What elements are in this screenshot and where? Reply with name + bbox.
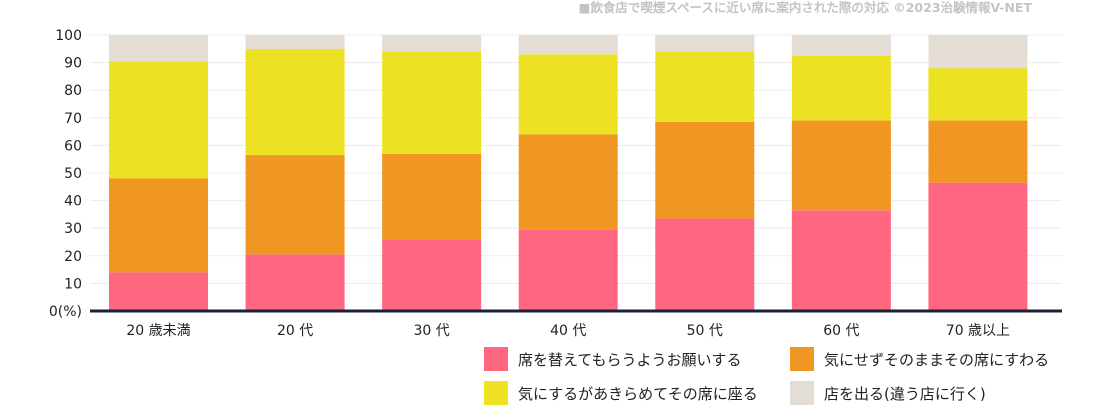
bar-segment bbox=[518, 134, 618, 230]
bar-segment bbox=[245, 35, 345, 49]
y-tick-label: 80 bbox=[64, 83, 82, 99]
bar-segment bbox=[109, 178, 208, 273]
bar-segment bbox=[791, 55, 891, 121]
bar-segment bbox=[109, 272, 208, 311]
bar-segment bbox=[655, 218, 755, 311]
bar-segment bbox=[518, 229, 618, 311]
bar-segment bbox=[928, 120, 1028, 183]
legend-item-change-seat: 席を替えてもらうようお願いする bbox=[484, 346, 742, 372]
y-axis-tick-labels: 0(%) 10 20 30 40 50 60 70 80 90 100 bbox=[49, 28, 82, 320]
y-tick-label: 30 bbox=[64, 221, 82, 237]
legend-swatch bbox=[484, 347, 508, 371]
bar-segment bbox=[928, 68, 1028, 121]
legend-label: 席を替えてもらうようお願いする bbox=[518, 350, 742, 369]
y-tick-label: 70 bbox=[64, 111, 82, 127]
bar-segment bbox=[382, 51, 482, 154]
bar-segment bbox=[655, 121, 755, 219]
y-tick-label: 50 bbox=[64, 166, 82, 182]
bar-series bbox=[109, 35, 1028, 311]
bar-segment bbox=[791, 120, 891, 211]
bar-segment bbox=[382, 239, 482, 311]
bar-segment bbox=[109, 61, 208, 179]
x-tick-label: 20 歳未満 bbox=[126, 323, 190, 339]
legend-swatch bbox=[484, 381, 508, 405]
x-axis-tick-labels: 20 歳未満 20 代 30 代 40 代 50 代 60 代 70 歳以上 bbox=[126, 323, 1010, 339]
y-tick-label: 100 bbox=[55, 28, 82, 44]
y-tick-label: 0(%) bbox=[49, 304, 82, 320]
bar-segment bbox=[518, 35, 618, 55]
bar-segment bbox=[382, 153, 482, 240]
bar-segment bbox=[791, 35, 891, 56]
y-tick-label: 10 bbox=[64, 276, 82, 292]
legend-swatch bbox=[790, 381, 814, 405]
x-tick-label: 70 歳以上 bbox=[946, 323, 1010, 339]
legend-swatch bbox=[790, 347, 814, 371]
x-tick-label: 20 代 bbox=[277, 323, 313, 339]
y-tick-label: 60 bbox=[64, 138, 82, 154]
x-tick-label: 60 代 bbox=[823, 323, 859, 339]
chart-title: ■飲食店で喫煙スペースに近い席に案内された際の対応 ©2023治験情報V-NET bbox=[579, 0, 1033, 15]
legend-label: 店を出る(違う店に行く) bbox=[824, 384, 986, 403]
legend-item-give-up-and-sit: 気にするがあきらめてその席に座る bbox=[484, 380, 758, 406]
legend-item-sit-anyway: 気にせずそのままその席にすわる bbox=[790, 346, 1049, 372]
x-tick-label: 40 代 bbox=[550, 323, 586, 339]
bar-segment bbox=[245, 48, 345, 156]
legend-item-leave-store: 店を出る(違う店に行く) bbox=[790, 380, 986, 406]
bar-segment bbox=[928, 35, 1028, 69]
bar-segment bbox=[109, 35, 208, 62]
bar-segment bbox=[245, 254, 345, 311]
legend-label: 気にするがあきらめてその席に座る bbox=[518, 384, 758, 403]
chart-legend: 席を替えてもらうようお願いする 気にせずそのままその席にすわる 気にするがあきら… bbox=[484, 346, 1084, 406]
legend-label: 気にせずそのままその席にすわる bbox=[824, 350, 1050, 369]
bar-segment bbox=[655, 35, 755, 52]
y-tick-label: 90 bbox=[64, 56, 82, 72]
bar-segment bbox=[518, 54, 618, 135]
x-tick-label: 50 代 bbox=[687, 323, 723, 339]
x-tick-label: 30 代 bbox=[414, 323, 450, 339]
y-tick-label: 40 bbox=[64, 194, 82, 210]
bar-segment bbox=[791, 210, 891, 311]
bar-segment bbox=[382, 35, 482, 52]
bar-segment bbox=[655, 51, 755, 122]
y-tick-label: 20 bbox=[64, 249, 82, 265]
bar-segment bbox=[928, 182, 1028, 311]
bar-segment bbox=[245, 155, 345, 255]
